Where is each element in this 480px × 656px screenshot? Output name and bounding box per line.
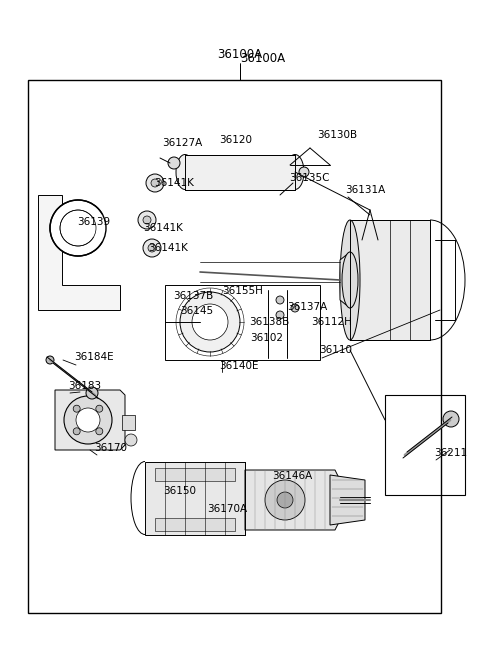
Circle shape bbox=[146, 174, 164, 192]
Text: 36183: 36183 bbox=[68, 381, 101, 391]
Text: 36138B: 36138B bbox=[249, 317, 289, 327]
Circle shape bbox=[138, 211, 156, 229]
Circle shape bbox=[151, 179, 159, 187]
Bar bbox=[28, 80, 441, 613]
Text: 36100A: 36100A bbox=[240, 52, 285, 64]
Text: 36150: 36150 bbox=[163, 486, 196, 496]
Polygon shape bbox=[38, 195, 120, 310]
Ellipse shape bbox=[340, 220, 360, 340]
Circle shape bbox=[276, 311, 284, 319]
Circle shape bbox=[148, 244, 156, 252]
Polygon shape bbox=[330, 475, 365, 525]
Polygon shape bbox=[122, 415, 135, 430]
Circle shape bbox=[299, 167, 309, 177]
Circle shape bbox=[192, 304, 228, 340]
Circle shape bbox=[46, 356, 54, 364]
Ellipse shape bbox=[176, 155, 194, 190]
Text: 36170A: 36170A bbox=[207, 504, 247, 514]
Text: 36155H: 36155H bbox=[222, 286, 263, 296]
Text: 36120: 36120 bbox=[219, 135, 252, 145]
Circle shape bbox=[64, 396, 112, 444]
Bar bbox=[155, 468, 235, 481]
Ellipse shape bbox=[342, 252, 358, 308]
Circle shape bbox=[86, 387, 98, 399]
Text: 36184E: 36184E bbox=[74, 352, 114, 362]
Circle shape bbox=[143, 239, 161, 257]
Text: 36131A: 36131A bbox=[345, 185, 385, 195]
Text: 36140E: 36140E bbox=[219, 361, 259, 371]
Circle shape bbox=[291, 304, 299, 312]
Ellipse shape bbox=[286, 155, 304, 190]
Text: 36146A: 36146A bbox=[272, 471, 312, 481]
Circle shape bbox=[143, 216, 151, 224]
Text: 36141K: 36141K bbox=[143, 223, 183, 233]
Text: 36112H: 36112H bbox=[311, 317, 352, 327]
Polygon shape bbox=[185, 155, 295, 190]
Bar bbox=[385, 395, 465, 495]
Circle shape bbox=[277, 492, 293, 508]
Circle shape bbox=[60, 210, 96, 246]
Circle shape bbox=[180, 292, 240, 352]
Text: 36100A: 36100A bbox=[217, 49, 263, 62]
Circle shape bbox=[168, 157, 180, 169]
Text: 36137B: 36137B bbox=[173, 291, 213, 301]
Bar bbox=[165, 285, 320, 360]
Circle shape bbox=[358, 239, 366, 247]
Text: 36211: 36211 bbox=[434, 448, 467, 458]
Text: 36130B: 36130B bbox=[317, 130, 357, 140]
Polygon shape bbox=[55, 390, 125, 450]
Text: 36141K: 36141K bbox=[148, 243, 188, 253]
Polygon shape bbox=[145, 462, 245, 535]
Circle shape bbox=[96, 428, 103, 435]
Text: 36137A: 36137A bbox=[287, 302, 327, 312]
Polygon shape bbox=[340, 252, 350, 308]
Text: 36170: 36170 bbox=[94, 443, 127, 453]
Circle shape bbox=[125, 434, 137, 446]
Polygon shape bbox=[350, 220, 430, 340]
Circle shape bbox=[443, 411, 459, 427]
Polygon shape bbox=[245, 470, 340, 530]
Text: 36135C: 36135C bbox=[289, 173, 329, 183]
Text: 36139: 36139 bbox=[77, 217, 110, 227]
Circle shape bbox=[50, 200, 106, 256]
Circle shape bbox=[276, 296, 284, 304]
Circle shape bbox=[374, 239, 382, 247]
Circle shape bbox=[73, 405, 80, 412]
Circle shape bbox=[96, 405, 103, 412]
Text: 36102: 36102 bbox=[250, 333, 283, 343]
Bar bbox=[155, 518, 235, 531]
Text: 36141K: 36141K bbox=[154, 178, 194, 188]
Text: 36145: 36145 bbox=[180, 306, 213, 316]
Circle shape bbox=[73, 428, 80, 435]
Text: 36127A: 36127A bbox=[162, 138, 202, 148]
Circle shape bbox=[76, 408, 100, 432]
Circle shape bbox=[265, 480, 305, 520]
Text: 36110: 36110 bbox=[319, 345, 352, 355]
